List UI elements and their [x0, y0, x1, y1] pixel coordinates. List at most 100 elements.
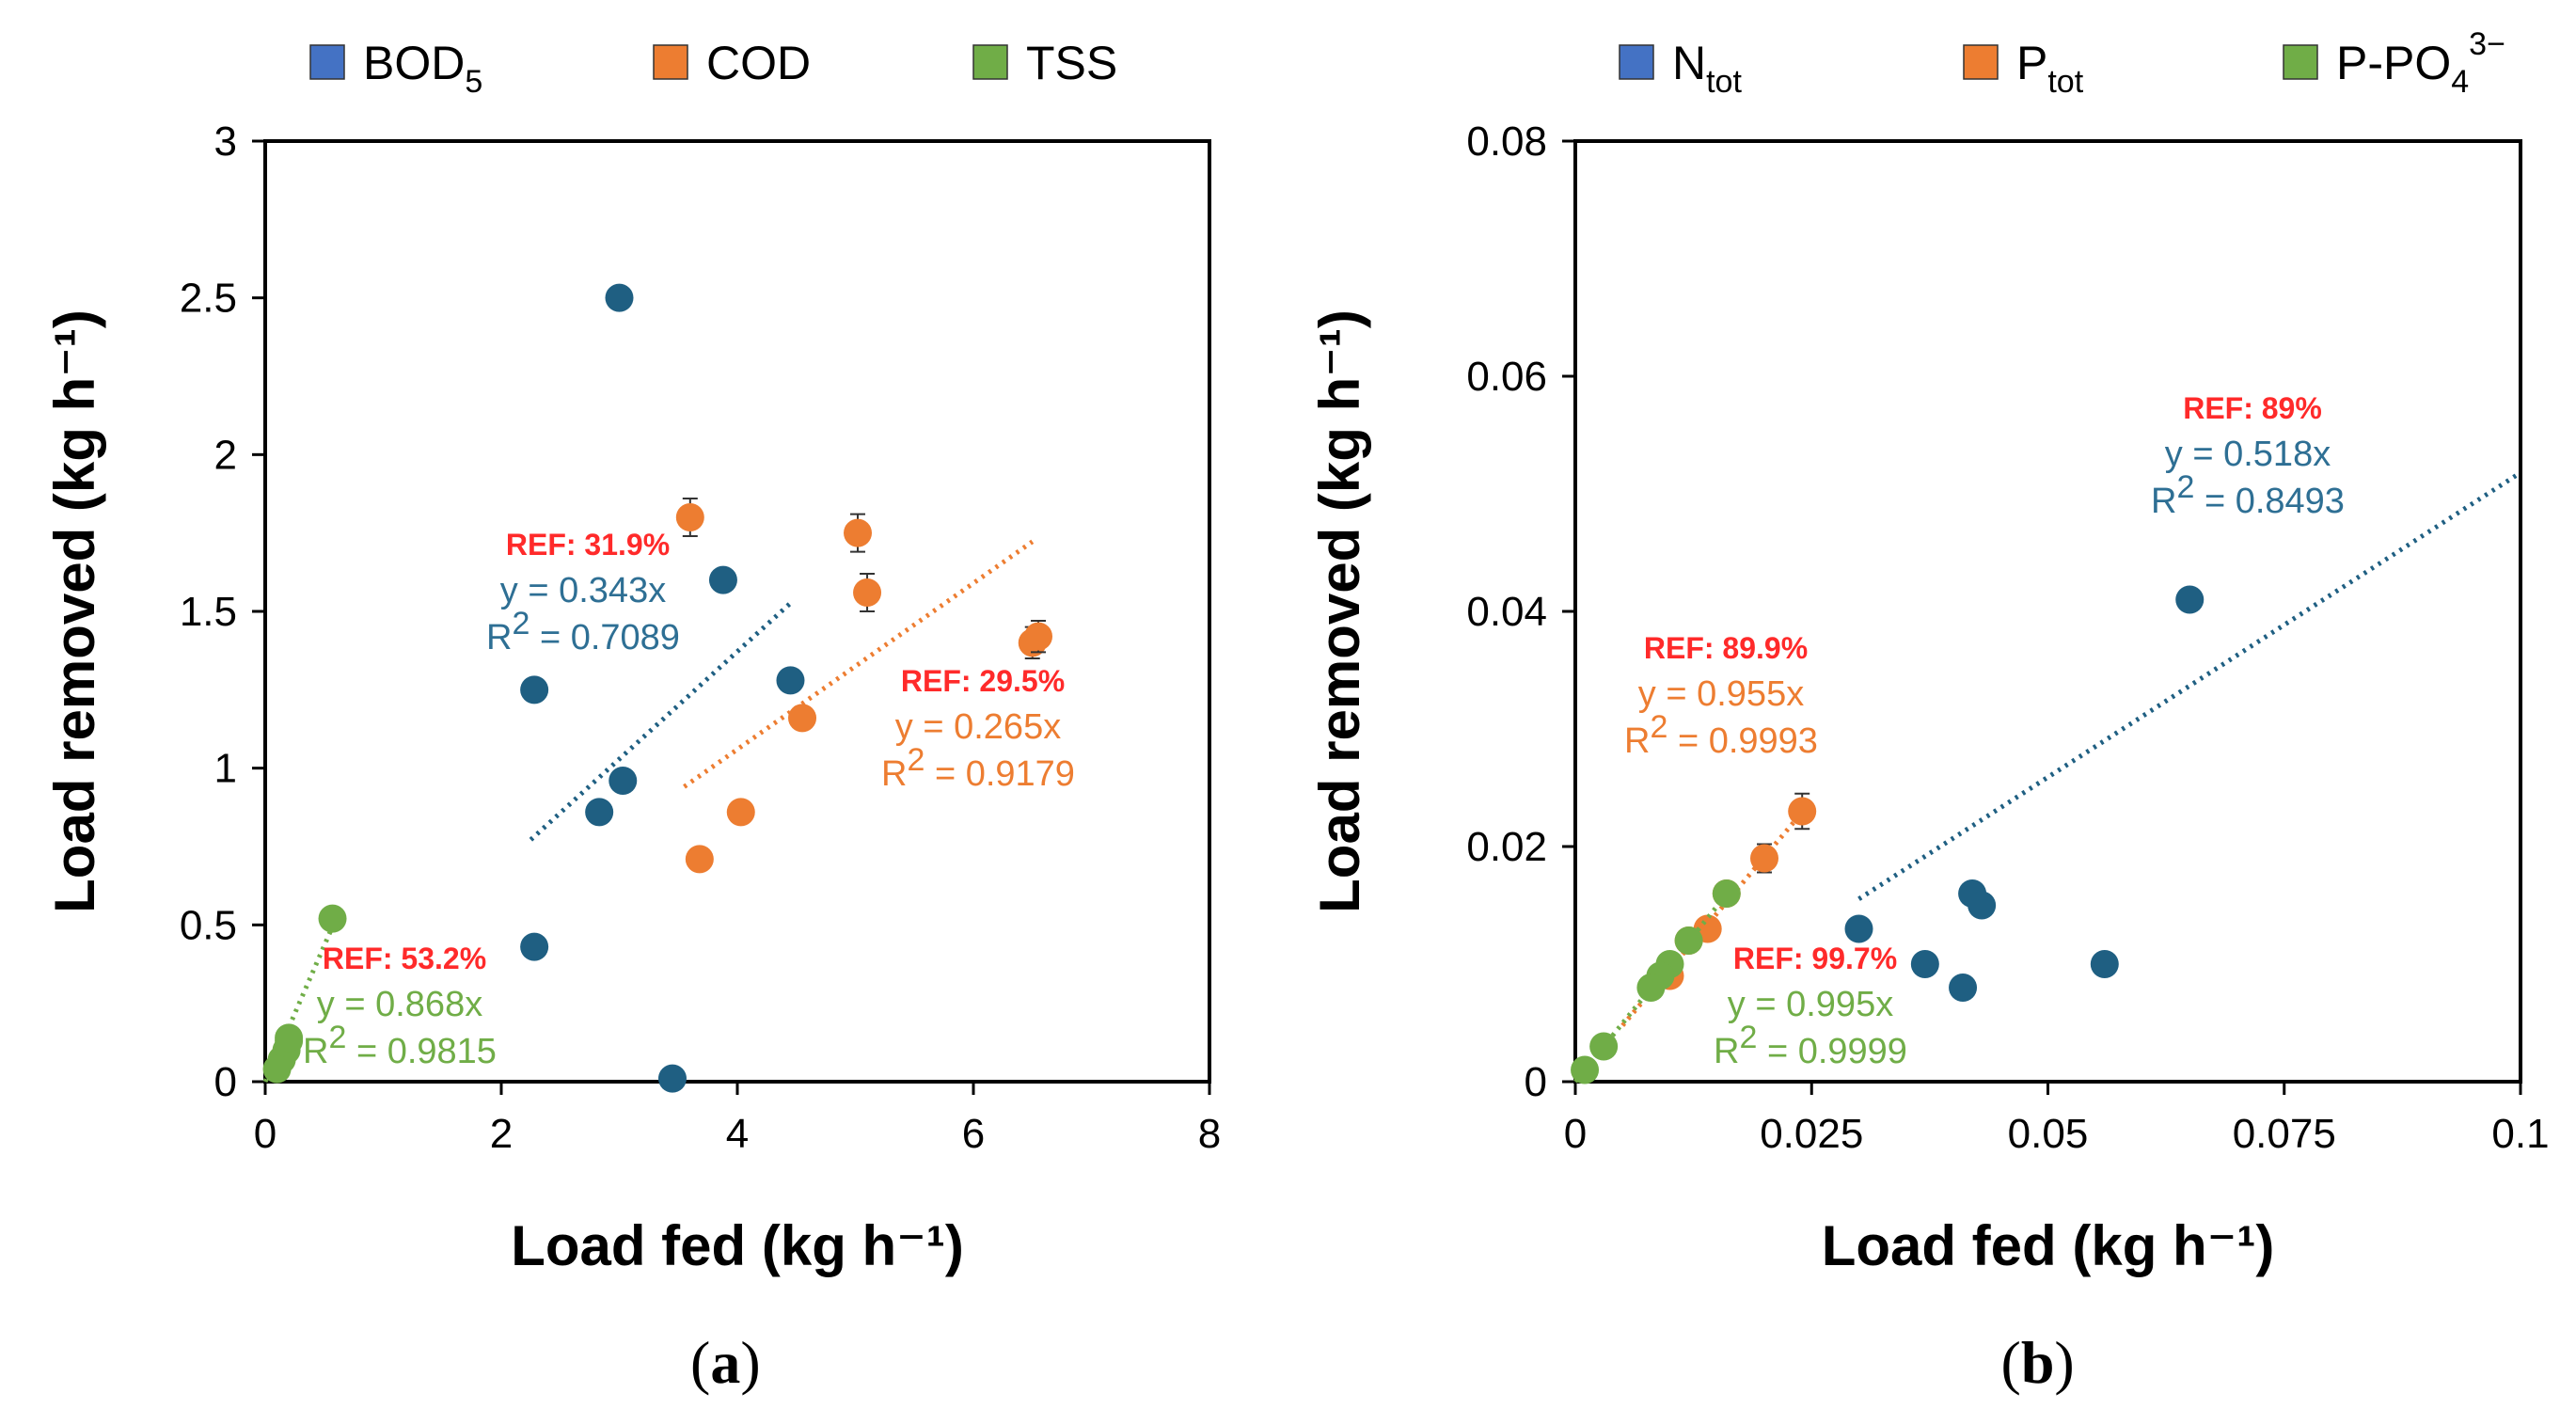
y-tick-label: 0 — [1525, 1059, 1547, 1105]
data-point — [1571, 1055, 1600, 1084]
legend-label: P-PO43− — [2336, 26, 2505, 100]
trendline — [1857, 470, 2522, 901]
data-point — [1636, 974, 1666, 1002]
data-point — [657, 1064, 687, 1093]
y-tick-label: 3 — [214, 119, 237, 165]
data-point — [675, 503, 704, 531]
legend-label: BOD5 — [363, 37, 482, 100]
panel-label-open: ( — [690, 1329, 710, 1396]
y-tick-label: 0.06 — [1466, 354, 1547, 400]
panel-label-letter: a — [710, 1329, 740, 1396]
fit-equation: y = 0.265x — [895, 707, 1061, 747]
data-point — [1024, 622, 1053, 651]
data-point — [2090, 950, 2119, 978]
panel-label: (a) — [690, 1329, 761, 1396]
legend-subscript: 4 — [2451, 64, 2469, 100]
legend-subscript: tot — [2047, 64, 2083, 100]
ref-label: REF: 99.7% — [1733, 942, 1897, 975]
data-point — [605, 283, 634, 312]
r-squared-exponent: 2 — [2176, 469, 2194, 505]
ref-label: REF: 89% — [2183, 391, 2322, 425]
legend-superscript: 3− — [2469, 26, 2505, 62]
panel-label-close: ) — [740, 1329, 760, 1396]
y-tick-label: 0.02 — [1466, 824, 1547, 870]
r-squared-value: = 0.9179 — [925, 754, 1075, 794]
x-tick-label: 0 — [1564, 1111, 1587, 1157]
r-squared-value: = 0.7089 — [529, 618, 680, 657]
panel-label-letter: b — [2021, 1329, 2055, 1396]
data-point — [1949, 974, 1978, 1002]
legend-swatch — [653, 44, 688, 80]
x-tick-label: 2 — [490, 1111, 513, 1157]
legend-swatch — [1963, 44, 1999, 80]
r-squared-exponent: 2 — [1650, 709, 1667, 745]
data-point — [275, 1023, 304, 1053]
data-point — [2175, 585, 2205, 614]
r-squared-value: = 0.8493 — [2194, 482, 2345, 521]
y-tick-label: 0 — [214, 1059, 237, 1105]
data-point — [1750, 844, 1778, 873]
data-point — [318, 904, 347, 933]
r-squared: R2 = 0.9993 — [1624, 709, 1818, 761]
r-squared: R2 = 0.9815 — [303, 1020, 497, 1071]
r-squared: R2 = 0.9179 — [881, 742, 1075, 794]
x-tick-label: 0.1 — [2491, 1111, 2549, 1157]
fit-equation: y = 0.868x — [317, 985, 482, 1024]
legend-swatch — [972, 44, 1008, 80]
data-point — [1589, 1032, 1619, 1061]
y-tick-label: 1.5 — [180, 589, 237, 635]
fit-equation: y = 0.343x — [500, 571, 666, 610]
x-axis-label: Load fed (kg h⁻¹) — [511, 1214, 964, 1277]
x-tick-label: 8 — [1198, 1111, 1221, 1157]
r-squared-value: = 0.9815 — [346, 1032, 497, 1071]
ref-label: REF: 53.2% — [323, 942, 486, 975]
y-tick-label: 1 — [214, 746, 237, 792]
x-tick-label: 4 — [726, 1111, 749, 1157]
chart-panel-b: 0 0.02 0.04 0.06 0.08 0 0.025 0.05 0.075 0.1 Load … — [1308, 26, 2550, 1396]
legend-swatch — [2283, 44, 2318, 80]
ref-label: REF: 29.5% — [901, 664, 1065, 698]
data-point — [520, 932, 549, 961]
r-squared: R2 = 0.8493 — [2151, 469, 2345, 521]
x-tick-label: 0.075 — [2233, 1111, 2336, 1157]
y-axis-label: Load removed (kg h⁻¹) — [1308, 309, 1371, 913]
trendline — [683, 539, 1035, 789]
r-squared-exponent: 2 — [907, 742, 925, 778]
data-point — [1788, 797, 1817, 826]
data-point — [1712, 879, 1741, 908]
r-squared-value: = 0.9999 — [1757, 1032, 1907, 1071]
fit-equation: y = 0.955x — [1638, 674, 1804, 714]
panel-label: (b) — [2001, 1329, 2075, 1396]
data-point — [1674, 926, 1703, 955]
legend-swatch — [1619, 44, 1654, 80]
data-point — [776, 666, 805, 695]
r-squared: R2 = 0.9999 — [1714, 1020, 1907, 1071]
y-tick-label: 0.08 — [1466, 119, 1547, 165]
data-point — [1968, 891, 1997, 920]
data-point — [585, 798, 614, 827]
legend-label: Ptot — [2016, 37, 2084, 100]
data-point — [685, 845, 714, 874]
legend-label: Ntot — [1672, 37, 1742, 100]
y-tick-label: 2 — [214, 432, 237, 478]
panel-label-close: ) — [2054, 1329, 2074, 1396]
legend-label: TSS — [1026, 37, 1117, 89]
data-point — [1844, 914, 1873, 943]
y-tick-label: 0.5 — [180, 902, 237, 948]
panel-label-open: ( — [2001, 1329, 2021, 1396]
ref-label: REF: 89.9% — [1644, 631, 1808, 665]
fit-equation: y = 0.518x — [2165, 435, 2331, 474]
chart-panel-a: 0 0.5 1 1.5 2 2.5 3 0 2 4 6 8 Load fed (kg h⁻¹) Load … — [43, 37, 1221, 1396]
y-tick-label: 2.5 — [180, 276, 237, 322]
plot-frame — [263, 139, 1211, 1084]
y-axis-label: Load removed (kg h⁻¹) — [43, 309, 106, 913]
data-point — [520, 675, 549, 704]
fit-equation: y = 0.995x — [1728, 985, 1893, 1024]
r-squared: R2 = 0.7089 — [486, 606, 680, 657]
x-tick-label: 0.05 — [2008, 1111, 2089, 1157]
